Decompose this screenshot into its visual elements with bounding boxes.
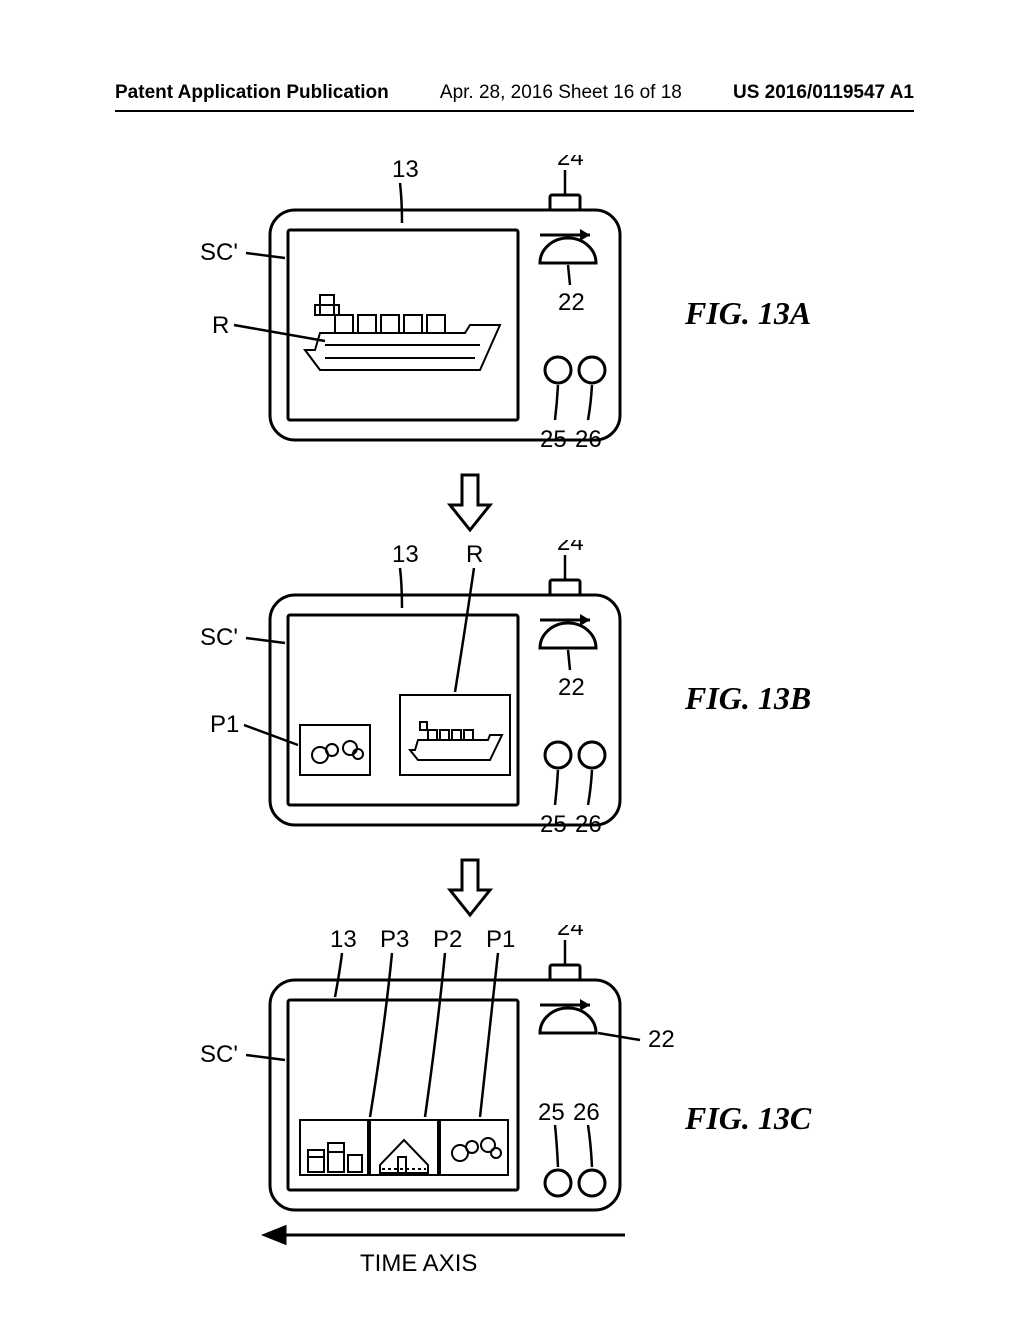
- label-25: 25: [540, 426, 567, 453]
- label-sc: SC': [200, 1041, 238, 1068]
- label-p3: P3: [380, 926, 409, 953]
- label-13: 13: [392, 541, 419, 568]
- label-p2: P2: [433, 926, 462, 953]
- label-22: 22: [648, 1026, 675, 1053]
- label-25: 25: [538, 1099, 565, 1126]
- label-p1: P1: [210, 711, 239, 738]
- time-axis-label: TIME AXIS: [360, 1250, 477, 1278]
- label-24: 24: [557, 925, 584, 941]
- label-26: 26: [575, 811, 602, 838]
- page-header: Patent Application Publication Apr. 28, …: [115, 82, 914, 112]
- figure-label-13b: FIG. 13B: [685, 680, 811, 717]
- label-22: 22: [558, 674, 585, 701]
- label-p1: P1: [486, 926, 515, 953]
- label-13: 13: [330, 926, 357, 953]
- label-26: 26: [573, 1099, 600, 1126]
- label-24: 24: [557, 540, 584, 556]
- down-arrow-2: [440, 855, 500, 925]
- label-26: 26: [575, 426, 602, 453]
- label-r: R: [466, 541, 483, 568]
- label-25: 25: [540, 811, 567, 838]
- label-13: 13: [392, 156, 419, 183]
- header-left: Patent Application Publication: [115, 82, 389, 104]
- down-arrow-1: [440, 470, 500, 540]
- header-mid: Apr. 28, 2016 Sheet 16 of 18: [389, 82, 733, 104]
- header-right: US 2016/0119547 A1: [733, 82, 914, 104]
- label-sc: SC': [200, 239, 238, 266]
- label-24: 24: [557, 155, 584, 171]
- label-r: R: [212, 312, 229, 339]
- figure-label-13c: FIG. 13C: [685, 1100, 811, 1137]
- label-22: 22: [558, 289, 585, 316]
- figure-label-13a: FIG. 13A: [685, 295, 811, 332]
- label-sc: SC': [200, 624, 238, 651]
